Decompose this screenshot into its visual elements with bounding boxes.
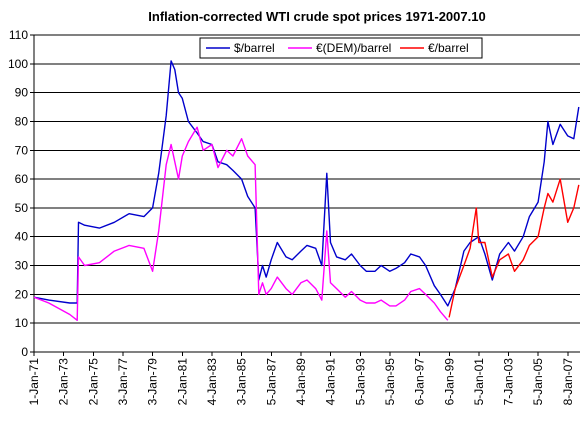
y-tick-label: 0: [21, 345, 28, 359]
chart-legend: $/barrel €(DEM)/barrel €/barrel: [199, 37, 483, 59]
x-tick-label: 5-Jan-87: [264, 358, 278, 406]
x-tick-label: 6-Jan-97: [413, 358, 427, 406]
legend-label: €/barrel: [428, 41, 469, 55]
series-line-2: [448, 178, 580, 318]
plot-area: 0 10 20 30 40 50 60 70 80 90 100 110 1-Jan-71 2-Jan-7…: [8, 28, 580, 405]
x-tick-label: 5-Jan-01: [472, 358, 486, 406]
y-tick-label: 40: [15, 230, 29, 244]
y-tick-label: 110: [9, 28, 28, 42]
x-tick-label: 6-Jan-99: [442, 358, 456, 406]
y-tick-label: 80: [15, 114, 29, 128]
x-tick-label: 8-Jan-07: [561, 358, 575, 406]
series-line-1: [33, 126, 449, 321]
y-tick-label: 70: [15, 143, 29, 157]
y-tick-label: 90: [15, 86, 29, 100]
x-tick-label: 4-Jan-83: [205, 358, 219, 406]
y-tick-label: 30: [15, 259, 29, 273]
legend-label: $/barrel: [234, 41, 275, 55]
y-tick-label: 10: [15, 316, 29, 330]
x-tick-label: 2-Jan-73: [57, 358, 71, 406]
x-tick-label: 4-Jan-89: [294, 358, 308, 406]
x-tick-label: 5-Jan-93: [353, 358, 367, 406]
y-tick-label: 100: [8, 57, 28, 71]
y-tick-label: 50: [15, 201, 29, 215]
x-tick-label: 2-Jan-75: [86, 358, 100, 406]
chart-title: Inflation-corrected WTI crude spot price…: [148, 9, 485, 24]
y-tick-label: 20: [15, 287, 29, 301]
x-tick-label: 3-Jan-77: [116, 358, 130, 406]
x-tick-label: 1-Jan-71: [27, 358, 41, 406]
x-tick-label: 3-Jan-79: [146, 358, 160, 406]
x-tick-label: 2-Jan-81: [175, 358, 189, 406]
legend-label: €(DEM)/barrel: [316, 41, 391, 55]
y-tick-label: 60: [15, 172, 29, 186]
series-line-0: [33, 60, 580, 307]
legend-box: [199, 37, 483, 59]
x-tick-label: 7-Jan-03: [502, 358, 516, 406]
x-tick-label: 3-Jan-85: [235, 358, 249, 406]
x-tick-label: 4-Jan-91: [324, 358, 338, 406]
x-tick-label: 5-Jan-95: [383, 358, 397, 406]
x-tick-label: 5-Jan-05: [531, 358, 545, 406]
